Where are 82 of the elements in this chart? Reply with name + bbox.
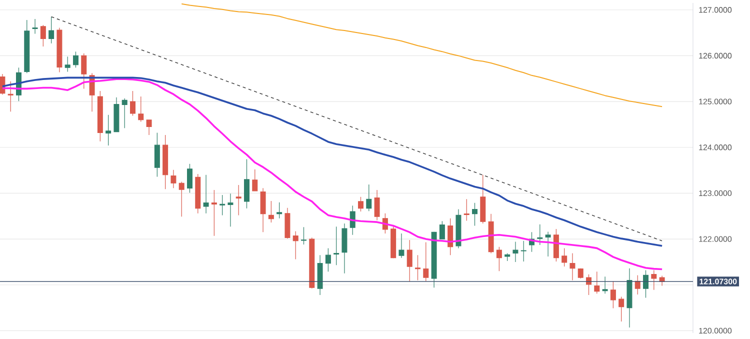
candlestick [545,231,551,257]
y-tick-label: 124.0000 [699,144,732,150]
candlestick [276,202,282,219]
candlestick [610,280,616,309]
candlestick [423,242,429,282]
candlestick [464,198,470,221]
candlestick [390,226,396,259]
candlestick [292,230,298,260]
candlestick [170,170,176,188]
candlestick [228,193,234,227]
candlestick [73,51,78,68]
candlestick [8,81,14,112]
candlestick [594,271,600,294]
candlestick [562,248,568,267]
candlestick [154,132,160,177]
candlestick [366,184,372,212]
candlestick [520,240,526,262]
candlestick [342,223,348,274]
candlestick [578,268,584,279]
candlestick [244,158,250,209]
y-tick-label: 125.0000 [699,98,732,104]
candlestick [284,208,290,239]
candlestick [504,252,510,262]
candlestick [626,268,632,328]
y-tick-label: 122.0000 [699,236,732,242]
candlestick [643,270,649,298]
candlestick [32,18,38,34]
y-tick-label: 120.0000 [699,328,732,334]
candlestick [512,241,518,262]
candlestick [122,98,128,128]
candlestick [114,97,120,132]
candlestick [268,200,274,223]
candlestick [480,174,486,224]
candlestick [537,224,543,246]
candlestick [618,296,624,322]
candlestick [488,214,494,254]
candlestick [398,233,404,258]
candlestick [472,202,478,226]
candlestick [570,252,576,281]
candlestick [651,270,657,290]
candlestick [496,246,502,272]
candlestick [252,169,258,192]
y-tick-label: 127.0000 [699,7,732,13]
candlestick [40,24,46,47]
candlestick [301,226,306,245]
candlestick [448,218,454,256]
candlestick [138,96,144,122]
candlestick [24,20,30,74]
candlestick [203,174,209,214]
y-tick-label: 123.0000 [699,190,732,196]
candlestick [81,53,87,90]
candlestick [130,90,136,116]
candlestick [325,248,331,272]
ref-line-label: 121.07300 [700,278,737,284]
candlestick [406,240,412,282]
candlestick [195,174,201,214]
candlestick [431,231,437,288]
candlestick [317,254,323,296]
candlestick [309,237,315,289]
candlestick [220,194,226,216]
candlestick [106,114,112,146]
candlestick [334,226,340,266]
candlestick [358,196,364,212]
candlestick [350,205,356,236]
candlestick [56,27,62,72]
candlestick [162,134,168,190]
candlestick [260,188,266,232]
candlestick [374,190,380,221]
candlestick [439,220,445,240]
candlestick [415,254,420,281]
candlestick [211,190,217,236]
candlestick [187,164,192,194]
candlestick [48,16,54,44]
candlestick [146,120,152,136]
y-tick-label: 126.0000 [699,52,732,59]
candlestick [64,56,70,72]
candlestick [456,208,462,248]
candlestick [178,181,184,217]
candlestick [236,184,242,216]
candlestick [602,276,608,294]
candlestick [659,275,665,286]
candlestick [97,90,103,142]
